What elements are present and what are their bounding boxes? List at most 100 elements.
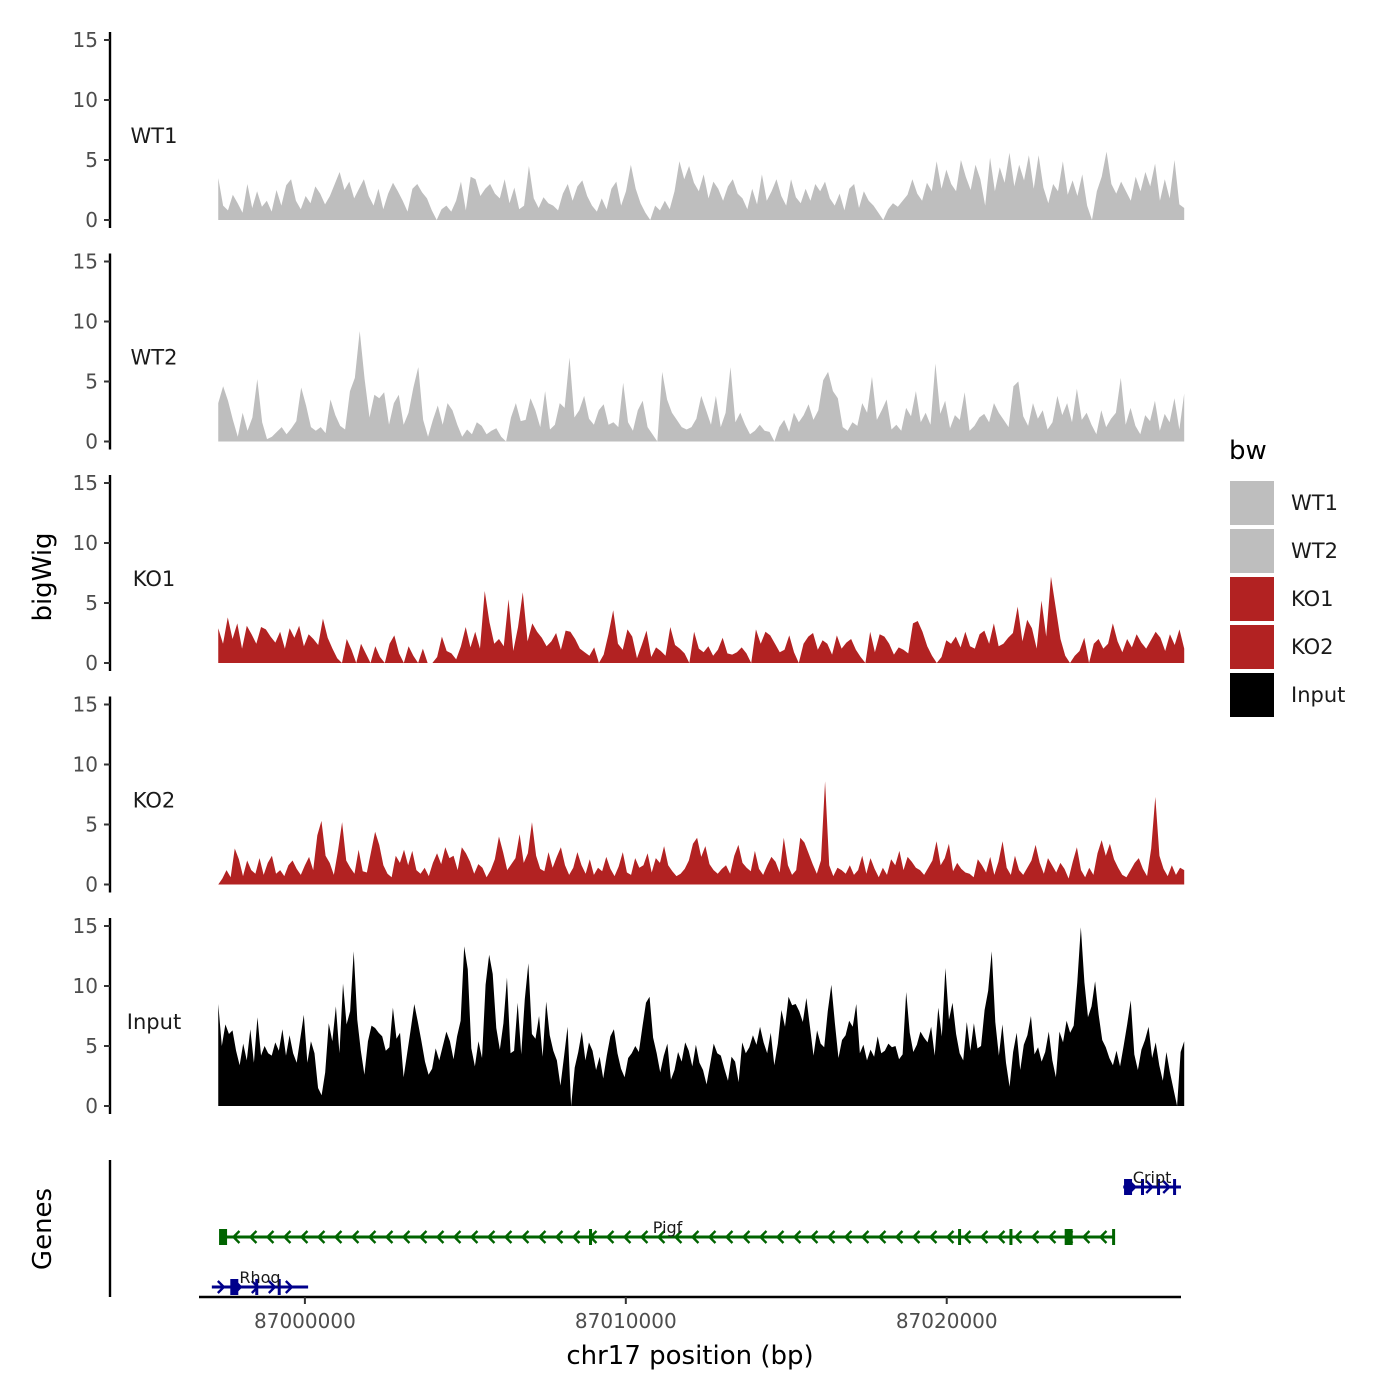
exon-mark (1124, 1179, 1133, 1195)
strand-arrow (962, 1230, 972, 1244)
strand-arrow (503, 1230, 513, 1244)
track-input: 0 5 10 15 Input (73, 914, 1185, 1118)
gene-pigf: Pigf (219, 1218, 1116, 1245)
strand-arrow (333, 1230, 343, 1244)
strand-arrow (1030, 1230, 1040, 1244)
legend-label-wt1: WT1 (1291, 491, 1338, 515)
x-axis: 87000000 87010000 87020000 (199, 1295, 1181, 1333)
strand-arrow (401, 1230, 411, 1244)
gene-rhoq: Rhoq (211, 1268, 309, 1295)
strand-arrow (826, 1230, 836, 1244)
exon-mark (589, 1229, 593, 1245)
y-tick-label: 15 (73, 28, 98, 52)
strand-arrow (707, 1230, 717, 1244)
strand-arrow (486, 1230, 496, 1244)
legend-swatch-ko2 (1230, 625, 1274, 669)
strand-arrow (1081, 1230, 1091, 1244)
strand-arrow (248, 1230, 258, 1244)
track-wt2: 0 5 10 15 WT2 (73, 250, 1185, 454)
strand-arrow (452, 1230, 462, 1244)
y-tick-label: 0 (85, 651, 98, 675)
strand-arrow (216, 1280, 226, 1294)
strand-arrow (996, 1230, 1006, 1244)
gene-label: Pigf (653, 1218, 683, 1237)
strand-arrow (284, 1280, 294, 1294)
legend-label-input: Input (1291, 683, 1345, 707)
strand-arrow (267, 1280, 277, 1294)
tracks-layer: 0 5 10 15 WT1 0 5 10 15 WT2 0 5 10 15 KO1 0 5 10 15 KO2 0 5 10… (73, 28, 1185, 1118)
genes-axis-title: Genes (28, 1188, 58, 1270)
exon-mark (1064, 1229, 1073, 1245)
coverage-area-wt2 (218, 331, 1185, 442)
strand-arrow (571, 1230, 581, 1244)
coverage-area-ko2 (218, 781, 1185, 885)
x-tick-label: 87000000 (254, 1309, 356, 1333)
strand-arrow (809, 1230, 819, 1244)
strand-arrow (282, 1230, 292, 1244)
strand-arrow (877, 1230, 887, 1244)
strand-arrow (350, 1230, 360, 1244)
gene-label: Rhoq (239, 1268, 280, 1287)
strand-arrow (656, 1230, 666, 1244)
strand-arrow (299, 1230, 309, 1244)
y-tick-label: 15 (73, 693, 98, 717)
y-tick-label: 10 (73, 974, 98, 998)
legend-title: bw (1229, 436, 1267, 466)
strand-arrow (928, 1230, 938, 1244)
y-tick-label: 10 (73, 88, 98, 112)
x-axis-title: chr17 position (bp) (566, 1341, 813, 1371)
strand-arrow (231, 1230, 241, 1244)
track-label: WT2 (131, 346, 178, 370)
coverage-area-ko1 (218, 576, 1185, 663)
strand-arrow (690, 1230, 700, 1244)
strand-arrow (469, 1230, 479, 1244)
strand-arrow (945, 1230, 955, 1244)
exon-mark (1140, 1179, 1144, 1195)
exon-mark (1157, 1179, 1161, 1195)
strand-arrow (554, 1230, 564, 1244)
y-tick-label: 15 (73, 471, 98, 495)
strand-arrow (605, 1230, 615, 1244)
strand-arrow (1145, 1180, 1154, 1194)
y-tick-label: 5 (85, 148, 98, 172)
strand-arrow (1047, 1230, 1057, 1244)
exon-mark (255, 1279, 259, 1295)
strand-arrow (911, 1230, 921, 1244)
track-ko2: 0 5 10 15 KO2 (73, 693, 1185, 897)
y-tick-label: 0 (85, 430, 98, 454)
y-tick-label: 10 (73, 531, 98, 555)
legend-label-wt2: WT2 (1291, 539, 1338, 563)
strand-arrow (537, 1230, 547, 1244)
strand-arrow (792, 1230, 802, 1244)
y-tick-label: 0 (85, 208, 98, 232)
legend-swatch-wt1 (1230, 481, 1274, 525)
strand-arrow (384, 1230, 394, 1244)
x-tick-label: 87020000 (896, 1309, 998, 1333)
track-label: Input (127, 1010, 181, 1034)
strand-arrow (1098, 1230, 1108, 1244)
strand-arrow (894, 1230, 904, 1244)
y-tick-label: 0 (85, 1094, 98, 1118)
genes-track: Cript Pigf Rhoq (108, 1160, 1181, 1297)
exon-mark (1173, 1179, 1177, 1195)
strand-arrow (265, 1230, 275, 1244)
exon-mark (219, 1229, 228, 1245)
strand-arrow (979, 1230, 989, 1244)
y-tick-label: 10 (73, 753, 98, 777)
strand-arrow (622, 1230, 632, 1244)
strand-arrow (673, 1230, 683, 1244)
strand-arrow (1013, 1230, 1023, 1244)
strand-arrow (316, 1230, 326, 1244)
exon-mark (1112, 1229, 1116, 1245)
track-label: KO1 (133, 567, 176, 591)
strand-arrow (724, 1230, 734, 1244)
y-tick-label: 5 (85, 370, 98, 394)
exon-mark (958, 1229, 962, 1245)
exon-mark (277, 1279, 281, 1295)
strand-arrow (639, 1230, 649, 1244)
track-wt1: 0 5 10 15 WT1 (73, 28, 1185, 232)
x-tick-label: 87010000 (575, 1309, 677, 1333)
legend-label-ko2: KO2 (1291, 635, 1334, 659)
